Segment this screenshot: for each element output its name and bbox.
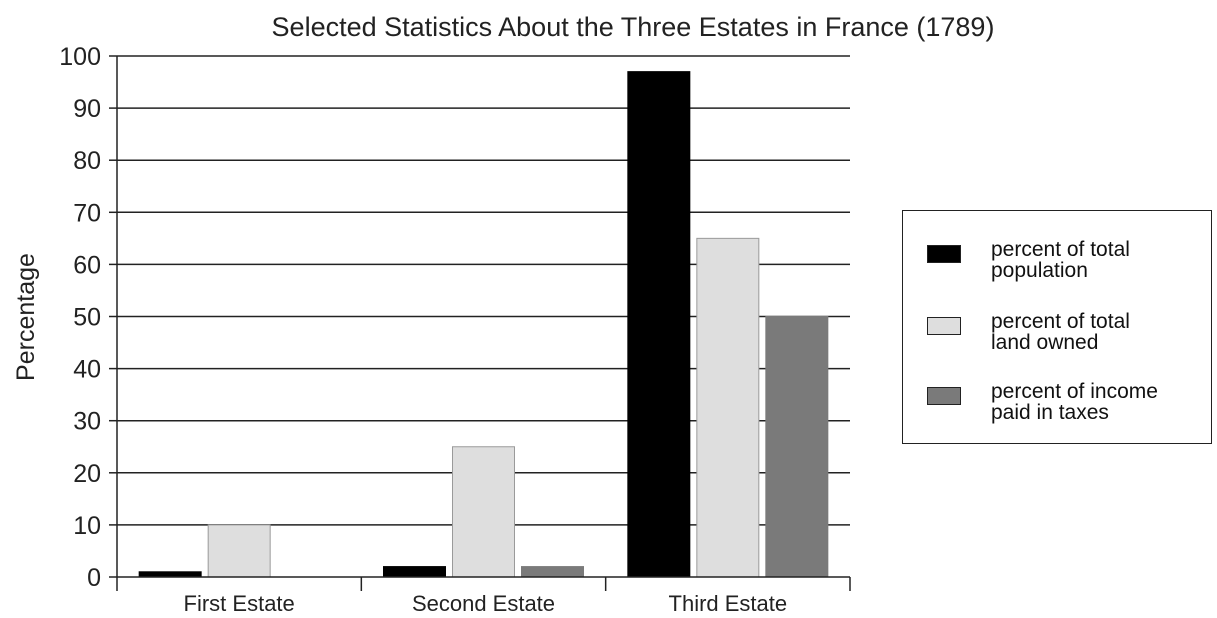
y-tick-label: 100 <box>59 43 101 71</box>
bar <box>627 71 691 578</box>
bar <box>765 316 829 578</box>
y-tick-labels: 0 10 20 30 40 50 60 70 80 90 100 <box>59 43 101 592</box>
legend-swatch-taxes <box>927 387 961 405</box>
x-tick-label: Third Estate <box>669 591 788 616</box>
x-tick-labels: First Estate Second Estate Third Estate <box>184 591 788 616</box>
y-tick-label: 50 <box>73 304 101 332</box>
legend-label-taxes: percent of income paid in taxes <box>991 380 1158 424</box>
bar <box>452 446 515 578</box>
x-tick-label: First Estate <box>184 591 295 616</box>
legend-swatch-population <box>927 245 961 263</box>
legend-item-population: percent of total population <box>927 239 1201 281</box>
legend-swatch-land <box>927 317 961 335</box>
y-tick-label: 20 <box>73 460 101 488</box>
bars <box>138 71 829 578</box>
y-tick-label: 90 <box>73 95 101 123</box>
bar <box>696 237 760 578</box>
y-tick-label: 0 <box>87 564 101 592</box>
y-tick-label: 10 <box>73 512 101 540</box>
y-tick-label: 80 <box>73 147 101 175</box>
bar <box>521 566 584 578</box>
y-tick-label: 40 <box>73 356 101 384</box>
legend-item-taxes: percent of income paid in taxes <box>927 381 1201 423</box>
y-tick-label: 30 <box>73 408 101 436</box>
y-tick-label: 70 <box>73 199 101 227</box>
y-tick-label: 60 <box>73 251 101 279</box>
legend-label-land: percent of total land owned <box>991 310 1130 354</box>
bar <box>138 571 202 578</box>
chart-title: Selected Statistics About the Three Esta… <box>272 12 995 42</box>
legend: percent of total population percent of to… <box>902 210 1212 444</box>
bar <box>207 524 271 578</box>
bar <box>383 566 446 578</box>
legend-item-land: percent of total land owned <box>927 311 1201 353</box>
x-tick-label: Second Estate <box>412 591 555 616</box>
legend-label-population: percent of total population <box>991 238 1130 282</box>
axes <box>116 56 851 591</box>
y-axis-label: Percentage <box>12 253 40 381</box>
